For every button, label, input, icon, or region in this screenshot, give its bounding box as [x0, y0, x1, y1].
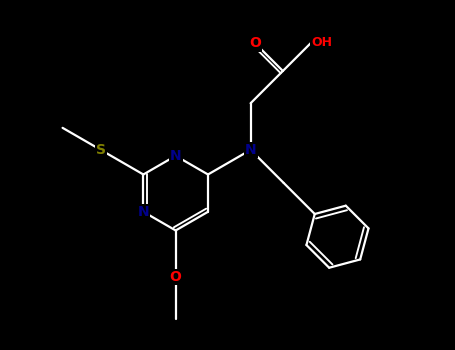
- Text: N: N: [137, 205, 149, 219]
- Text: O: O: [170, 270, 182, 284]
- Text: O: O: [249, 36, 261, 50]
- Text: S: S: [96, 143, 106, 157]
- Text: N: N: [170, 149, 182, 163]
- Text: OH: OH: [312, 36, 333, 49]
- Text: N: N: [245, 143, 257, 157]
